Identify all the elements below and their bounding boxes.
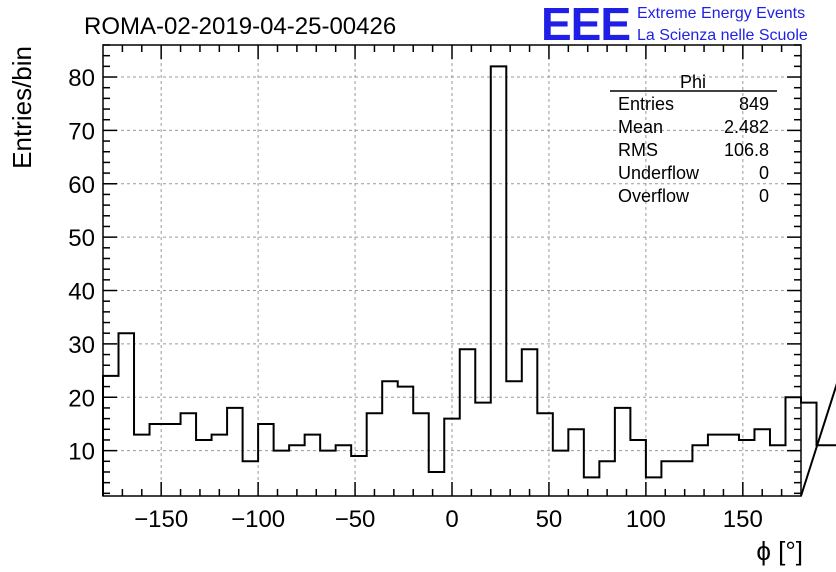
chart-title: ROMA-02-2019-04-25-00426 (84, 13, 396, 40)
logo-mark: EEE (541, 0, 630, 50)
eee-logo: EEE Extreme Energy Events La Scienza nel… (541, 0, 808, 50)
y-tick-label: 20 (68, 385, 95, 412)
logo-line-2: La Scienza nelle Scuole (637, 27, 808, 44)
y-tick-label: 70 (68, 118, 95, 145)
stats-label-overflow: Overflow (618, 186, 690, 206)
stats-value-overflow: 0 (759, 186, 769, 206)
stats-label-entries: Entries (618, 94, 674, 114)
stats-box: Phi Entries 849 Mean 2.482 RMS 106.8 Und… (610, 72, 777, 206)
stats-label-mean: Mean (618, 117, 663, 137)
stats-value-mean: 2.482 (724, 117, 769, 137)
stats-label-rms: RMS (618, 140, 658, 160)
x-tick-label: −50 (335, 506, 376, 533)
y-tick-label: 40 (68, 279, 95, 306)
y-axis-label: Entries/bin (7, 46, 37, 169)
x-tick-label: 50 (536, 506, 563, 533)
y-tick-label: 10 (68, 439, 95, 466)
y-tick-label: 80 (68, 65, 95, 92)
axis-ticks (103, 44, 801, 496)
x-tick-label: 100 (626, 506, 666, 533)
y-tick-label: 60 (68, 172, 95, 199)
x-axis-label: ϕ [°] (756, 536, 803, 566)
tick-labels: −150 −100 −50 0 50 100 150 10 20 30 40 50 60 70 80 (68, 65, 763, 533)
histogram-series (102, 65, 836, 497)
x-tick-label: −150 (134, 506, 188, 533)
x-tick-label: −100 (231, 506, 285, 533)
x-tick-label: 0 (445, 506, 458, 533)
grid-lines (103, 45, 801, 496)
stats-title: Phi (680, 72, 706, 92)
y-tick-label: 50 (68, 225, 95, 252)
stats-value-underflow: 0 (759, 163, 769, 183)
x-tick-label: 150 (723, 506, 763, 533)
logo-line-1: Extreme Energy Events (637, 5, 805, 22)
stats-label-underflow: Underflow (618, 163, 700, 183)
stats-value-rms: 106.8 (724, 140, 769, 160)
stats-value-entries: 849 (739, 94, 769, 114)
y-tick-label: 30 (68, 332, 95, 359)
